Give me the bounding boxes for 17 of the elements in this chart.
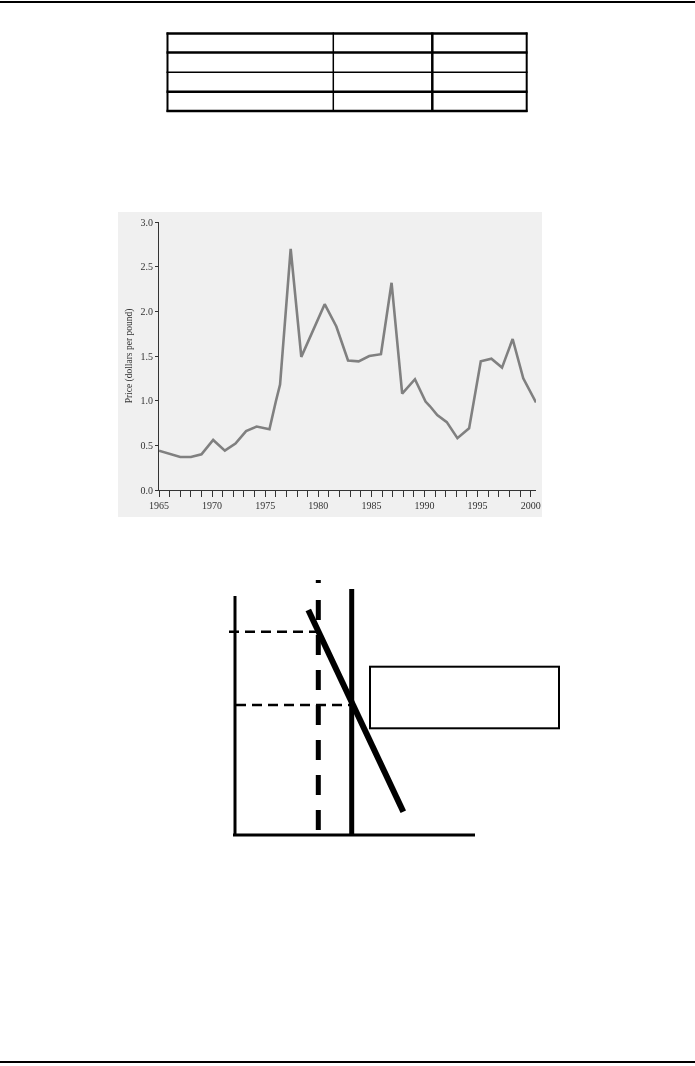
y-tick-label: 2.0: [140, 305, 153, 317]
y-tick-label: 1.5: [140, 350, 153, 362]
y-tick-label: 0.5: [140, 439, 153, 451]
y-tick-label: 2.5: [140, 261, 153, 273]
x-tick-label: 1975: [255, 500, 276, 511]
x-tick-label: 1985: [361, 500, 382, 511]
y-tick-label: 1.0: [140, 395, 153, 407]
line-series: [159, 247, 536, 459]
x-tick-label: 2000: [520, 500, 541, 511]
y-tick-label: 3.0: [140, 216, 153, 228]
x-tick-label: 1965: [149, 500, 169, 511]
x-tick-label: 1980: [308, 500, 329, 511]
x-tick-label: 1995: [467, 500, 488, 511]
x-tick-label: 1990: [414, 500, 435, 511]
y-tick-label: 0.0: [140, 484, 153, 496]
x-tick-label: 1970: [202, 500, 223, 511]
y-axis-title: Price (dollars per pound): [123, 308, 135, 404]
